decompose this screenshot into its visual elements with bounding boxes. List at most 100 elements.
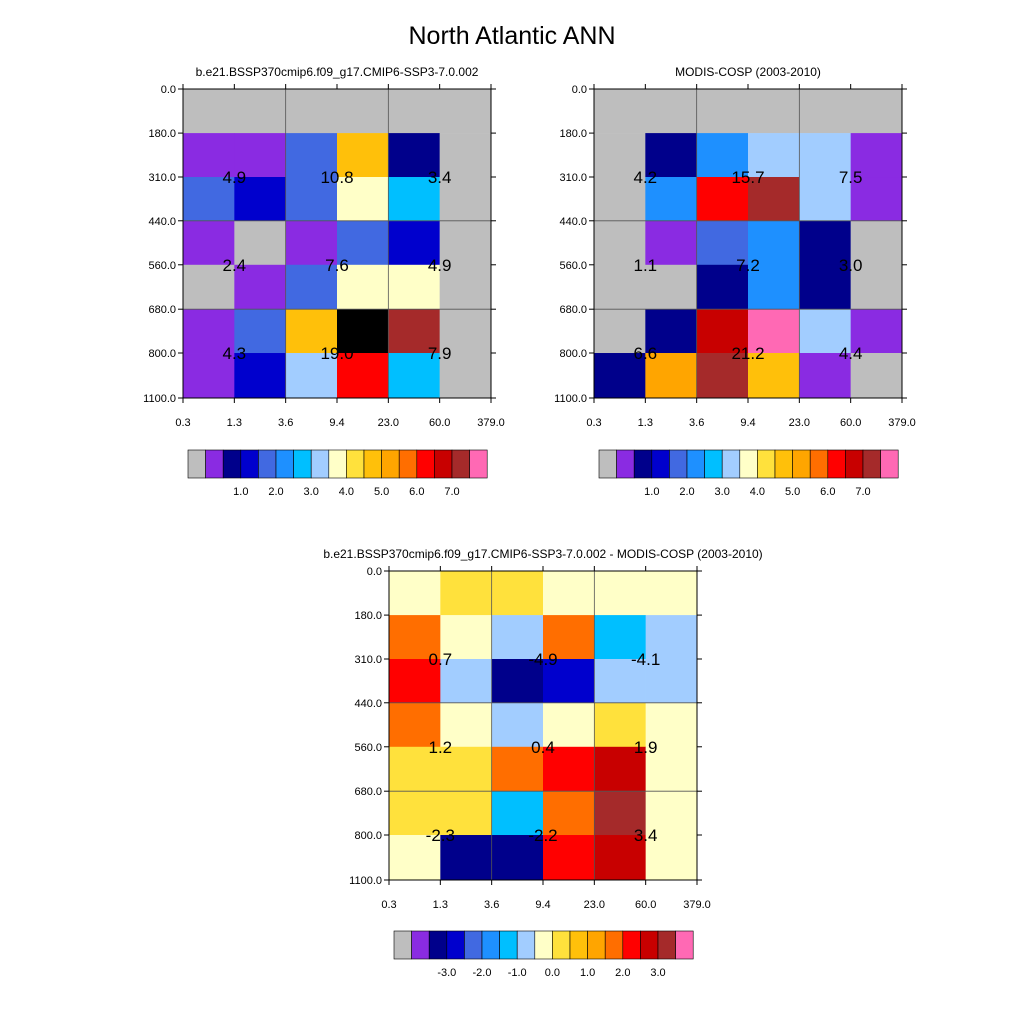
- cell-value-label: 21.2: [731, 344, 764, 363]
- heatmap-panel-difference: b.e21.BSSP370cmip6.f09_g17.CMIP6-SSP3-7.…: [323, 547, 762, 979]
- heatmap-cell: [799, 177, 851, 222]
- colorbar-swatch: [446, 930, 465, 960]
- y-tick-label: 440.0: [148, 216, 176, 228]
- y-tick-label: 1100.0: [554, 393, 587, 405]
- heatmap-cell: [285, 309, 338, 354]
- heatmap-cell: [389, 746, 441, 792]
- heatmap-cell: [850, 133, 903, 178]
- colorbar-swatch: [598, 449, 617, 479]
- colorbar-swatch: [310, 449, 330, 479]
- cell-value-label: 7.9: [428, 344, 452, 363]
- heatmap-cell: [696, 220, 749, 266]
- y-tick-label: 0.0: [161, 84, 176, 96]
- heatmap-cell: [337, 309, 389, 354]
- cell-value-label: 3.4: [428, 168, 452, 187]
- heatmap-cell: [799, 89, 851, 134]
- heatmap-cell: [645, 702, 698, 748]
- colorbar-label: 2.0: [268, 486, 283, 498]
- heatmap-cell: [439, 177, 492, 222]
- cell-value-label: 1.2: [429, 738, 453, 757]
- panel-title: MODIS-COSP (2003-2010): [675, 65, 821, 79]
- y-tick-label: 310.0: [559, 172, 587, 184]
- y-tick-label: 680.0: [354, 786, 382, 798]
- heatmap-cell: [183, 220, 235, 266]
- heatmap-cell: [645, 835, 698, 881]
- x-tick-label: 1.3: [433, 899, 448, 911]
- heatmap-cell: [748, 264, 800, 310]
- colorbar-swatch: [827, 449, 846, 479]
- cell-value-label: 4.9: [428, 256, 452, 275]
- colorbar-swatch: [721, 449, 741, 479]
- y-tick-label: 0.0: [367, 566, 382, 578]
- cell-value-label: 2.4: [223, 256, 247, 275]
- y-tick-label: 440.0: [559, 216, 587, 228]
- heatmap-cell: [439, 353, 492, 399]
- heatmap-cell: [850, 309, 903, 354]
- colorbar-swatch: [534, 930, 553, 960]
- colorbar-swatch: [275, 449, 294, 479]
- heatmap-cell: [543, 615, 595, 660]
- x-tick-label: 3.6: [484, 899, 499, 911]
- cell-value-label: 1.1: [634, 256, 658, 275]
- colorbar-swatch: [774, 449, 793, 479]
- y-tick-label: 1100.0: [143, 393, 176, 405]
- colorbar-swatch: [398, 449, 418, 479]
- heatmap-cell: [799, 353, 851, 399]
- x-tick-label: 379.0: [888, 417, 916, 429]
- heatmap-cell: [388, 264, 440, 310]
- heatmap-cell: [337, 133, 389, 178]
- cell-value-label: -2.3: [426, 826, 455, 845]
- heatmap-cell: [388, 89, 440, 134]
- x-tick-label: 9.4: [740, 417, 755, 429]
- colorbar-swatch: [451, 449, 470, 479]
- y-tick-label: 800.0: [559, 348, 587, 360]
- heatmap-cell: [594, 746, 646, 792]
- x-tick-label: 23.0: [378, 417, 399, 429]
- colorbar-swatch: [657, 930, 676, 960]
- cell-value-label: 4.9: [223, 168, 247, 187]
- colorbar-swatch: [862, 449, 881, 479]
- colorbar-swatch: [704, 449, 723, 479]
- heatmap-cell: [234, 309, 286, 354]
- x-tick-label: 379.0: [477, 417, 505, 429]
- heatmap-cell: [850, 220, 903, 266]
- heatmap-cell: [234, 177, 286, 222]
- cell-value-label: 3.4: [634, 826, 658, 845]
- cell-value-label: 10.8: [320, 168, 353, 187]
- colorbar-label: 4.0: [339, 486, 354, 498]
- cell-value-label: 6.6: [634, 344, 658, 363]
- heatmap-cell: [696, 177, 749, 222]
- heatmap-cell: [594, 177, 646, 222]
- heatmap-cell: [183, 353, 235, 399]
- heatmap-cell: [183, 133, 235, 178]
- colorbar-swatch: [393, 930, 412, 960]
- x-tick-label: 23.0: [789, 417, 810, 429]
- x-tick-label: 0.3: [381, 899, 396, 911]
- x-tick-label: 60.0: [429, 417, 450, 429]
- colorbar-swatch: [587, 930, 606, 960]
- colorbar-swatch: [328, 449, 347, 479]
- heatmap-cell: [491, 615, 544, 660]
- heatmap-cell: [491, 835, 544, 881]
- heatmap-cell: [799, 220, 851, 266]
- colorbar-swatch: [516, 930, 536, 960]
- cell-value-label: 7.2: [736, 256, 760, 275]
- colorbar-label: 3.0: [650, 967, 665, 979]
- heatmap-cell: [850, 264, 903, 310]
- x-tick-label: 379.0: [683, 899, 711, 911]
- cell-value-label: 3.0: [839, 256, 863, 275]
- cell-value-label: 4.4: [839, 344, 863, 363]
- y-tick-label: 680.0: [559, 304, 587, 316]
- heatmap-cell: [543, 659, 595, 704]
- cell-value-label: 7.5: [839, 168, 863, 187]
- cell-value-label: 19.0: [320, 344, 353, 363]
- x-tick-label: 3.6: [689, 417, 704, 429]
- colorbar-swatch: [809, 449, 829, 479]
- heatmap-cell: [440, 615, 492, 660]
- colorbar-label: 2.0: [615, 967, 630, 979]
- colorbar-label: 3.0: [304, 486, 319, 498]
- heatmap-cell: [594, 220, 646, 266]
- colorbar-swatch: [651, 449, 670, 479]
- heatmap-cell: [594, 353, 646, 399]
